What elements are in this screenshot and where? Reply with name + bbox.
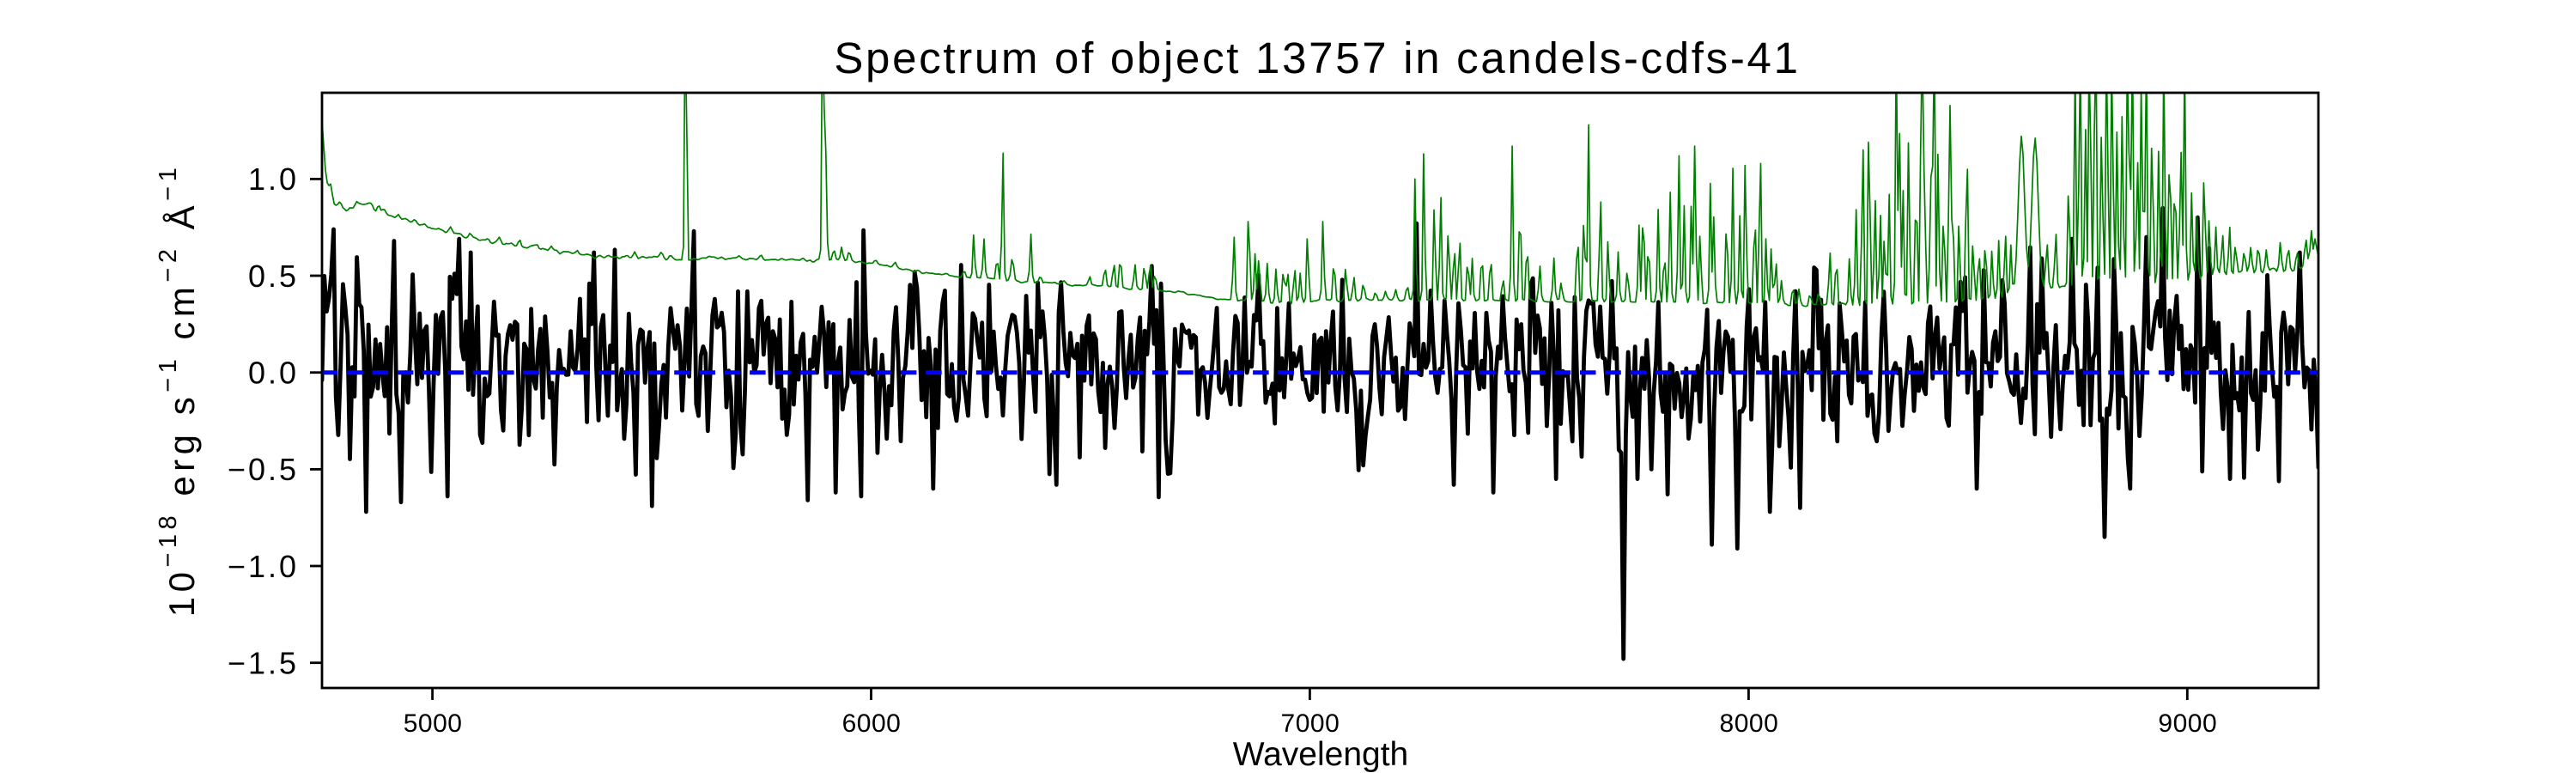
svg-text:5000: 5000 <box>404 709 463 738</box>
svg-text:Wavelength: Wavelength <box>1233 736 1409 773</box>
svg-text:−0.5: −0.5 <box>228 452 299 487</box>
svg-text:7000: 7000 <box>1281 709 1340 738</box>
svg-text:6000: 6000 <box>842 709 902 738</box>
svg-text:−1.0: −1.0 <box>228 549 299 584</box>
svg-text:8000: 8000 <box>1720 709 1779 738</box>
svg-text:Spectrum of object 13757 in ca: Spectrum of object 13757 in candels-cdfs… <box>834 33 1800 82</box>
svg-text:1.0: 1.0 <box>248 161 299 197</box>
svg-text:−1.5: −1.5 <box>228 646 299 681</box>
svg-text:0.5: 0.5 <box>248 259 299 294</box>
svg-text:9000: 9000 <box>2158 709 2217 738</box>
svg-text:0.0: 0.0 <box>248 356 299 391</box>
svg-text:10−18 erg s−1 cm−2 Å−1: 10−18 erg s−1 cm−2 Å−1 <box>155 163 202 618</box>
